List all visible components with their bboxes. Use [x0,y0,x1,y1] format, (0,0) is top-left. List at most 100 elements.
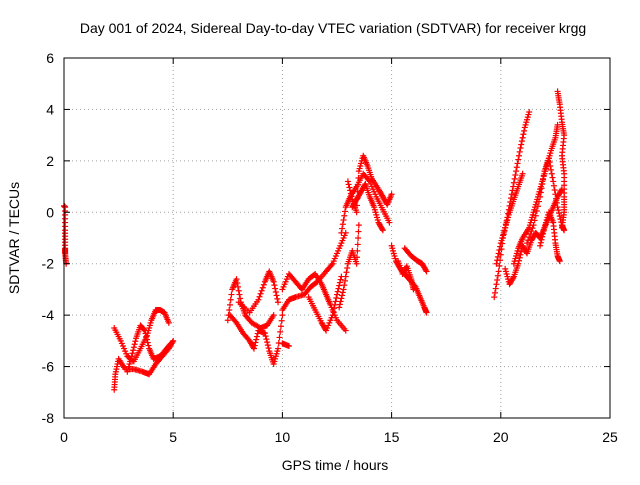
data-point [540,176,547,183]
data-point [232,318,239,325]
data-point [516,148,523,155]
data-point [491,289,498,296]
data-point [493,281,500,288]
y-tick-label: -8 [42,410,55,426]
data-point [410,286,417,293]
data-point [493,260,500,267]
data-point [355,228,362,235]
data-point [508,191,515,198]
data-point [519,134,526,141]
data-point [548,166,555,173]
data-point [144,339,151,346]
data-point [130,347,137,354]
data-point [236,291,243,298]
data-point [355,175,362,181]
data-point [338,295,345,302]
data-point [547,163,554,169]
data-point [131,341,138,348]
data-point [334,288,341,295]
data-point [261,330,268,337]
data-point [273,292,280,299]
data-point [491,294,498,301]
y-tick-label: 2 [46,153,54,169]
data-point [550,182,557,189]
data-point [167,341,174,348]
data-point [336,279,343,286]
data-point [237,295,244,302]
data-point [337,276,344,283]
data-point [345,181,352,188]
data-point [548,170,555,177]
data-point [285,343,292,349]
y-tick-label: -4 [42,307,55,323]
data-point [354,241,361,248]
data-point [165,319,172,326]
data-point [379,227,386,234]
data-point [553,199,560,206]
data-point [259,284,266,291]
data-point [518,141,525,148]
data-point [511,175,518,182]
data-point [510,274,517,281]
data-point [339,289,346,296]
data-point [329,312,336,319]
data-point [253,336,260,343]
data-point [272,289,279,295]
data-point [558,224,565,231]
data-point [526,234,533,241]
data-point [278,317,285,324]
data-point [336,301,343,308]
x-tick-label: 10 [275,429,291,445]
data-point [272,285,279,292]
data-point [539,233,546,240]
data-point [342,273,349,280]
data-point [226,307,233,313]
data-point [338,229,345,236]
data-point [253,333,260,340]
data-point [529,225,536,232]
data-point [277,323,284,330]
data-point [510,183,517,190]
data-point [264,339,271,346]
data-point [141,326,148,333]
data-point [540,172,547,179]
data-point [235,287,242,294]
x-tick-label: 20 [493,429,509,445]
data-point [143,336,150,343]
data-point [336,282,343,289]
data-point [550,178,557,185]
data-point [422,267,429,274]
data-point [551,187,558,193]
plot-frame [63,57,611,419]
data-point [344,265,351,271]
data-point [495,250,502,257]
data-point [331,301,338,308]
data-point [524,240,531,247]
data-points [61,88,568,393]
data-point [258,287,265,294]
data-point [526,109,533,115]
data-point [340,217,347,223]
data-point [537,242,544,249]
data-point [520,131,527,138]
data-point [528,228,535,235]
data-point [344,178,351,185]
data-point [341,212,348,219]
data-point [494,257,501,264]
data-point [537,189,544,196]
data-point [342,327,349,334]
data-point [533,208,540,214]
data-point [348,193,355,200]
data-point [540,230,547,237]
y-tick-label: 4 [46,101,54,117]
data-point [527,231,534,238]
data-point [534,203,541,210]
data-point [497,243,504,250]
data-point [275,299,282,306]
data-point [532,212,539,219]
y-tick-label: -2 [42,256,55,272]
data-point [335,285,342,292]
data-point [339,292,346,299]
data-point [537,193,544,200]
